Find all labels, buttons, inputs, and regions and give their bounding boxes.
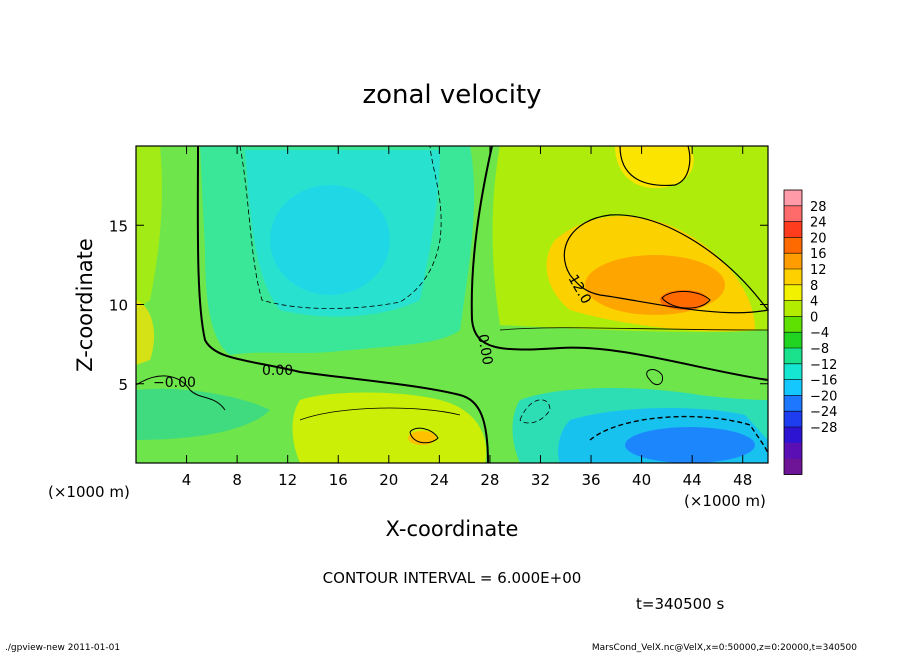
colorbar-label: −8: [810, 342, 829, 357]
colorbar-swatch: [784, 379, 802, 396]
colorbar-label: 24: [810, 216, 827, 231]
colorbar-label: −24: [810, 405, 837, 420]
field-region: [292, 392, 487, 463]
colorbar-swatch: [784, 442, 802, 460]
x-tick-label: 8: [232, 471, 242, 489]
field-region: [408, 431, 436, 445]
contour-neg6: [239, 145, 442, 309]
zero-contour: [470, 145, 769, 381]
contour-neg12: [589, 415, 769, 456]
colorbar-swatch: [784, 284, 802, 302]
x-axis: 4 8 12 16 20 24 28 32 36 40 44 48: [182, 146, 752, 489]
colorbar-label: 28: [810, 200, 827, 215]
x-tick-label: 32: [531, 471, 550, 489]
colorbar-label: 12: [810, 263, 827, 278]
zero-contour: [196, 145, 489, 464]
x-tick-label: 36: [581, 471, 600, 489]
contour-neg6: [519, 399, 551, 424]
contour-label: 0.00: [262, 363, 293, 379]
field-region: [270, 185, 390, 295]
field-region: [625, 427, 755, 463]
colorbar-label: −4: [810, 326, 829, 341]
footer-left: ./gpview-new 2011-01-01: [5, 643, 120, 653]
y-tick-label: 15: [109, 217, 128, 235]
x-tick-label: 16: [329, 471, 348, 489]
colorbar-swatch: [784, 190, 802, 207]
colorbar-label: −28: [810, 421, 837, 436]
colorbar-label: 8: [810, 279, 818, 294]
colorbar-swatch: [784, 269, 802, 286]
colorbar-label: −12: [810, 358, 837, 373]
contour-6: [299, 407, 461, 421]
colorbar-label: 16: [810, 247, 827, 262]
x-tick-label: 4: [182, 471, 192, 489]
y-axis-label: Z-coordinate: [73, 238, 97, 372]
zero-contour: [135, 375, 226, 411]
footer-right: MarsCond_VelX.nc@VelX,x=0:50000,z=0:2000…: [592, 643, 857, 653]
colorbar-swatch: [784, 411, 802, 428]
x-tick-label: 20: [379, 471, 398, 489]
colorbar-swatch: [784, 427, 802, 444]
colorbar-swatch: [784, 395, 802, 412]
colorbar-swatch: [784, 348, 802, 365]
field-region: [136, 146, 162, 310]
field-region: [660, 290, 708, 310]
colorbar-swatch: [784, 363, 802, 381]
colorbar-swatch: [784, 300, 802, 317]
colorbar-label: −16: [810, 374, 837, 389]
field-region: [585, 255, 725, 315]
field-region: [136, 300, 155, 365]
x-axis-label: X-coordinate: [386, 517, 519, 541]
colorbar-swatch: [784, 316, 802, 333]
chart-title: zonal velocity: [362, 80, 541, 110]
contour-6: [499, 327, 769, 331]
x-units-right: (×1000 m): [684, 492, 766, 510]
x-tick-label: 40: [632, 471, 651, 489]
colorbar-swatch: [784, 237, 802, 254]
contour-12: [563, 214, 770, 314]
x-tick-label: 28: [480, 471, 499, 489]
x-tick-label: 44: [683, 471, 702, 489]
colorbar-label: 4: [810, 295, 818, 310]
y-tick-label: 10: [109, 297, 128, 315]
y-axis: 5 10 15: [109, 217, 768, 394]
time-label: t=340500 s: [636, 595, 724, 613]
colorbar-swatch: [784, 205, 802, 223]
contour-18: [661, 291, 711, 309]
colorbar-label: −20: [810, 389, 837, 404]
x-tick-label: 12: [278, 471, 297, 489]
contour-label: 0.00: [474, 333, 495, 366]
x-units-left: (×1000 m): [48, 483, 130, 501]
colorbar-label: 20: [810, 231, 827, 246]
x-tick-label: 24: [430, 471, 449, 489]
y-tick-label: 5: [118, 376, 128, 394]
colorbar-swatch: [784, 332, 802, 349]
contour-12: [409, 427, 439, 444]
contour-label: −0.00: [153, 375, 196, 391]
field-region: [136, 388, 270, 440]
colorbar-swatch: [784, 458, 802, 475]
contour-interval: CONTOUR INTERVAL = 6.000E+00: [323, 569, 582, 587]
colorbar-swatch: [784, 253, 802, 270]
contour-12: [619, 145, 691, 187]
velocity-field: [136, 146, 768, 463]
colorbar-swatch: [784, 221, 802, 238]
zero-contour: [646, 369, 664, 386]
x-tick-label: 48: [733, 471, 752, 489]
colorbar-label: 0: [810, 310, 818, 325]
